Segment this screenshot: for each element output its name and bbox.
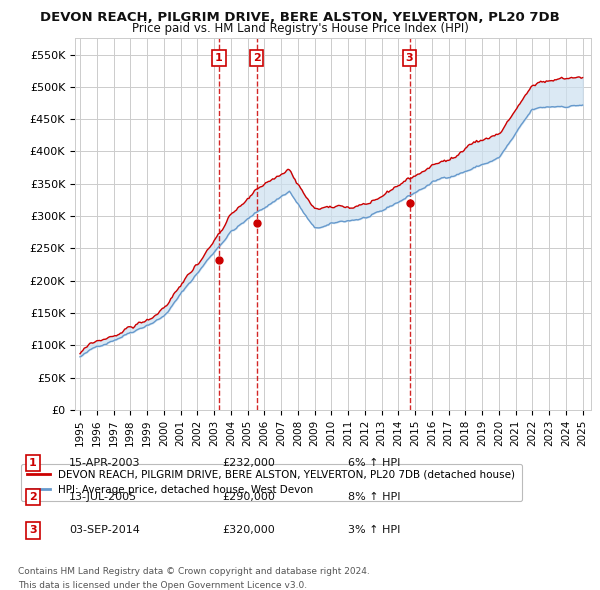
Text: This data is licensed under the Open Government Licence v3.0.: This data is licensed under the Open Gov… (18, 581, 307, 590)
Text: 3% ↑ HPI: 3% ↑ HPI (348, 526, 400, 535)
Legend: DEVON REACH, PILGRIM DRIVE, BERE ALSTON, YELVERTON, PL20 7DB (detached house), H: DEVON REACH, PILGRIM DRIVE, BERE ALSTON,… (21, 464, 521, 502)
Text: 3: 3 (406, 53, 413, 63)
Text: 8% ↑ HPI: 8% ↑ HPI (348, 492, 401, 502)
Text: 6% ↑ HPI: 6% ↑ HPI (348, 458, 400, 468)
Text: DEVON REACH, PILGRIM DRIVE, BERE ALSTON, YELVERTON, PL20 7DB: DEVON REACH, PILGRIM DRIVE, BERE ALSTON,… (40, 11, 560, 24)
Text: Contains HM Land Registry data © Crown copyright and database right 2024.: Contains HM Land Registry data © Crown c… (18, 567, 370, 576)
Text: 13-JUL-2005: 13-JUL-2005 (69, 492, 137, 502)
Text: 1: 1 (29, 458, 37, 468)
Text: 1: 1 (215, 53, 223, 63)
Text: £320,000: £320,000 (222, 526, 275, 535)
Text: 3: 3 (29, 526, 37, 535)
Text: 15-APR-2003: 15-APR-2003 (69, 458, 140, 468)
Text: 03-SEP-2014: 03-SEP-2014 (69, 526, 140, 535)
Text: £232,000: £232,000 (222, 458, 275, 468)
Text: Price paid vs. HM Land Registry's House Price Index (HPI): Price paid vs. HM Land Registry's House … (131, 22, 469, 35)
Text: £290,000: £290,000 (222, 492, 275, 502)
Text: 2: 2 (29, 492, 37, 502)
Text: 2: 2 (253, 53, 260, 63)
